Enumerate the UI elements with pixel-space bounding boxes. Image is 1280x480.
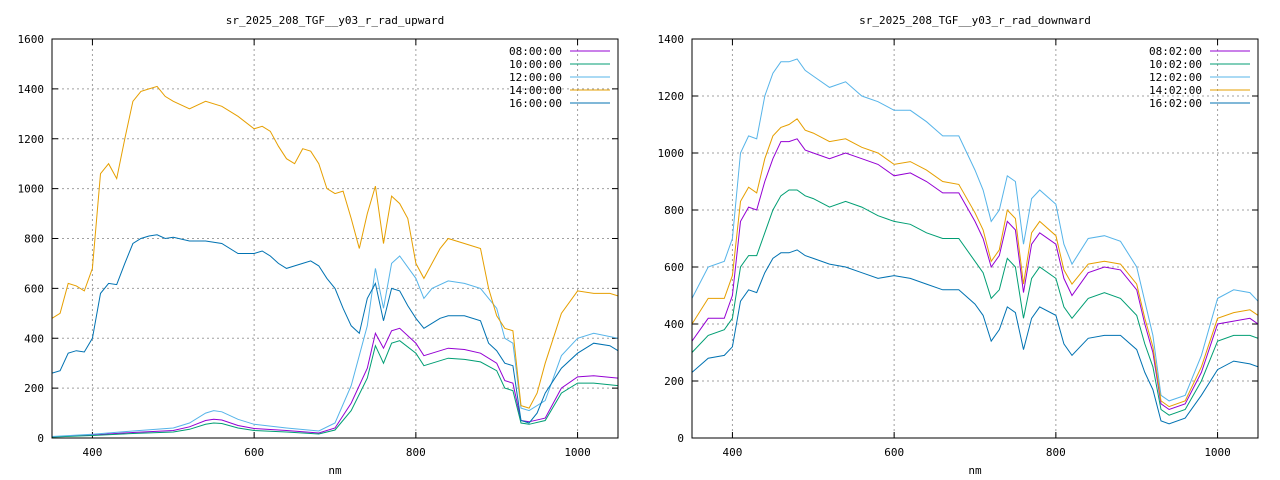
y-tick-label: 0 (677, 432, 684, 445)
y-tick-label: 400 (664, 318, 684, 331)
x-tick-label: 1000 (564, 446, 591, 459)
legend-label: 12:00:00 (509, 71, 562, 84)
legend-label: 14:00:00 (509, 84, 562, 97)
legend-label: 12:02:00 (1149, 71, 1202, 84)
y-tick-label: 1200 (658, 90, 685, 103)
y-tick-label: 200 (664, 375, 684, 388)
legend-label: 08:02:00 (1149, 45, 1202, 58)
chart-title: sr_2025_208_TGF__y03_r_rad_upward (226, 14, 445, 27)
chart-0: sr_2025_208_TGF__y03_r_rad_upward 0 200 400… (18, 14, 619, 477)
chart-title: sr_2025_208_TGF__y03_r_rad_downward (859, 14, 1091, 27)
x-tick-label: 400 (82, 446, 102, 459)
plot-frame (51, 38, 619, 439)
plot-frame (691, 38, 1259, 439)
series-line-14:02:00 (692, 118, 1258, 408)
x-tick-label: 400 (722, 446, 742, 459)
y-tick-label: 400 (24, 332, 44, 345)
y-tick-label: 200 (24, 382, 44, 395)
y-tick-label: 800 (24, 233, 44, 246)
legend-label: 10:00:00 (509, 58, 562, 71)
legend-label: 16:00:00 (509, 97, 562, 110)
series-line-12:02:00 (692, 58, 1258, 402)
x-tick-label: 1000 (1204, 446, 1231, 459)
x-tick-label: 800 (1046, 446, 1066, 459)
y-tick-label: 0 (37, 432, 44, 445)
x-tick-label: 800 (406, 446, 426, 459)
series-line-08:02:00 (692, 138, 1258, 411)
y-tick-label: 1400 (18, 83, 45, 96)
legend-label: 14:02:00 (1149, 84, 1202, 97)
series-line-10:00:00 (52, 340, 618, 438)
y-tick-label: 1200 (18, 133, 45, 146)
series-line-12:00:00 (52, 255, 618, 437)
y-tick-label: 800 (664, 204, 684, 217)
y-tick-label: 600 (664, 261, 684, 274)
series-line-14:00:00 (52, 85, 618, 409)
series-line-16:02:00 (692, 249, 1258, 425)
x-axis-label: nm (328, 464, 342, 477)
series-line-08:00:00 (52, 327, 618, 438)
series-line-16:00:00 (52, 234, 618, 424)
x-tick-label: 600 (884, 446, 904, 459)
x-tick-label: 600 (244, 446, 264, 459)
y-tick-label: 1400 (658, 33, 685, 46)
chart-1: sr_2025_208_TGF__y03_r_rad_downward 0 200 4… (658, 14, 1259, 477)
y-tick-label: 1600 (18, 33, 45, 46)
y-tick-label: 1000 (658, 147, 685, 160)
y-tick-label: 1000 (18, 183, 45, 196)
legend-label: 16:02:00 (1149, 97, 1202, 110)
series-line-10:02:00 (692, 189, 1258, 416)
legend-label: 10:02:00 (1149, 58, 1202, 71)
y-tick-label: 600 (24, 282, 44, 295)
legend-label: 08:00:00 (509, 45, 562, 58)
x-axis-label: nm (968, 464, 982, 477)
